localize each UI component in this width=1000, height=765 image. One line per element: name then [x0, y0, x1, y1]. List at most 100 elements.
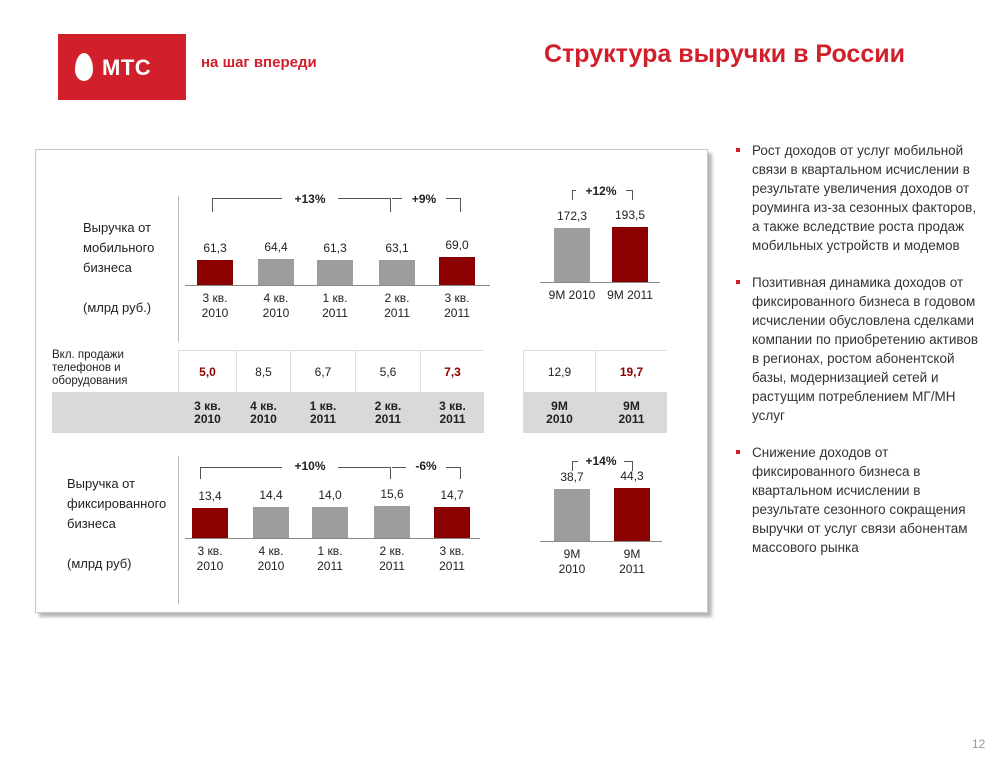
fixed-label-line-1: Выручка от	[67, 476, 136, 491]
fixed-chart-divider	[178, 456, 179, 604]
table-value-cell: 5,0	[178, 351, 236, 393]
equipment-label-line-2: телефонов и	[52, 362, 121, 374]
tick-label: 2010	[257, 559, 285, 573]
data-label: 193,5	[614, 208, 646, 222]
equipment-quarter-periods: 3 кв. 2010 4 кв. 2010 1 кв. 2011 2 кв. 2011 3 кв…	[178, 392, 484, 433]
table-value-cell: 5,6	[355, 351, 420, 393]
bracket-tick	[200, 467, 201, 479]
table-period-cell: 3 кв. 2011	[420, 392, 484, 433]
tick-label: 9M 2011	[607, 288, 653, 302]
table-period-cell: 9M 2011	[595, 392, 667, 433]
table-value-cell: 12,9	[523, 351, 595, 393]
tick-label: 2011	[444, 306, 470, 320]
fixed-growth-1: +10%	[282, 459, 338, 473]
table-period-cell: 2 кв. 2011	[355, 392, 420, 433]
bar	[312, 507, 348, 538]
x-axis	[185, 538, 480, 539]
table-period-cell: 1 кв. 2011	[290, 392, 355, 433]
tick-label: 2011	[379, 559, 405, 573]
table-period-line: 9M	[551, 398, 568, 413]
data-label: 13,4	[198, 488, 222, 503]
equipment-label-line-1: Вкл. продажи	[52, 349, 124, 361]
table-period-line: 1 кв.	[309, 398, 337, 413]
bullet-marker	[736, 280, 740, 284]
fixed-growth-2: -6%	[406, 459, 446, 473]
bar	[379, 259, 415, 285]
mobile-growth-1: +13%	[282, 192, 338, 206]
bar	[258, 258, 294, 285]
tick-label: 2 кв.	[384, 291, 410, 305]
table-period-line: 2 кв.	[374, 398, 402, 413]
equipment-9m-periods: 9M 2010 9M 2011	[523, 392, 667, 433]
bar	[554, 488, 590, 541]
mts-logo: МТС	[58, 34, 186, 100]
bullet-text: Снижение доходов от фиксированного бизне…	[752, 445, 968, 555]
fixed-label-line-2: фиксированного	[67, 496, 167, 511]
tick-label: 9M	[563, 547, 581, 561]
table-value-cell: 6,7	[290, 351, 355, 393]
data-label: 14,4	[259, 487, 283, 502]
equipment-quarter-values: 5,0 8,5 6,7 5,6 7,3	[178, 350, 484, 393]
data-label: 38,7	[560, 469, 584, 484]
equipment-9m-values: 12,9 19,7	[523, 350, 667, 393]
tick-label: 1 кв.	[317, 544, 343, 558]
bar	[614, 488, 650, 541]
tick-label: 3 кв.	[444, 291, 470, 305]
bar	[197, 260, 233, 285]
tick-label: 2011	[439, 559, 465, 573]
tick-label: 2011	[322, 306, 348, 320]
mobile-nm-growth: +12%	[576, 184, 626, 198]
tick-label: 3 кв.	[202, 291, 228, 305]
commentary-bullet: Позитивная динамика доходов от фиксирова…	[736, 273, 986, 425]
tick-label: 2 кв.	[379, 544, 405, 558]
equipment-label-shade	[52, 392, 178, 433]
tick-label: 2010	[201, 306, 229, 320]
x-axis	[540, 282, 660, 283]
commentary-bullet: Снижение доходов от фиксированного бизне…	[736, 443, 986, 557]
tick-label: 2011	[384, 306, 410, 320]
table-value-cell: 8,5	[236, 351, 290, 393]
data-label: 172,3	[556, 208, 588, 223]
tick-label: 4 кв.	[263, 291, 289, 305]
table-period-cell: 4 кв. 2010	[236, 392, 290, 433]
mobile-label-line-2: мобильного	[83, 240, 155, 255]
tick-label: 9M	[623, 547, 641, 561]
bullet-text: Позитивная динамика доходов от фиксирова…	[752, 275, 979, 423]
tick-label: 2010	[196, 559, 224, 573]
x-axis	[185, 285, 490, 286]
page-number: 12	[972, 737, 986, 751]
data-label: 63,1	[385, 240, 409, 255]
bar	[554, 227, 590, 282]
table-period-line: 2010	[194, 411, 221, 426]
equipment-label-line-3: оборудования	[52, 375, 128, 387]
bracket-tick	[460, 198, 461, 212]
data-label: 14,0	[318, 488, 342, 503]
data-label: 69,0	[445, 238, 469, 252]
bar	[439, 257, 475, 285]
bracket-tick	[572, 190, 573, 200]
table-period-cell: 9M 2010	[523, 392, 595, 433]
bracket-tick	[632, 461, 633, 471]
page-title: Структура выручки в России	[544, 40, 905, 68]
data-label: 15,6	[380, 487, 404, 501]
fixed-nm-growth: +14%	[578, 454, 624, 468]
bar	[374, 506, 410, 538]
logo-text: МТС	[102, 55, 152, 80]
table-period-line: 2011	[309, 411, 337, 426]
table-period-line: 3 кв.	[439, 398, 466, 413]
tick-label: 2010	[262, 306, 290, 320]
mobile-chart-divider	[178, 196, 179, 342]
bar	[192, 507, 228, 538]
tick-label: 2010	[558, 562, 586, 576]
tick-label: 3 кв.	[197, 544, 223, 558]
fixed-unit: (млрд руб)	[67, 556, 132, 571]
bullet-marker	[736, 148, 740, 152]
bullet-text: Рост доходов от услуг мобильной связи в …	[752, 143, 977, 253]
table-period-line: 4 кв.	[250, 398, 277, 413]
data-label: 44,3	[620, 469, 644, 483]
mobile-label-line-1: Выручка от	[83, 220, 152, 235]
bar	[253, 506, 289, 538]
bracket-tick	[390, 467, 391, 479]
tick-label: 2011	[619, 562, 645, 576]
bar	[434, 506, 470, 538]
